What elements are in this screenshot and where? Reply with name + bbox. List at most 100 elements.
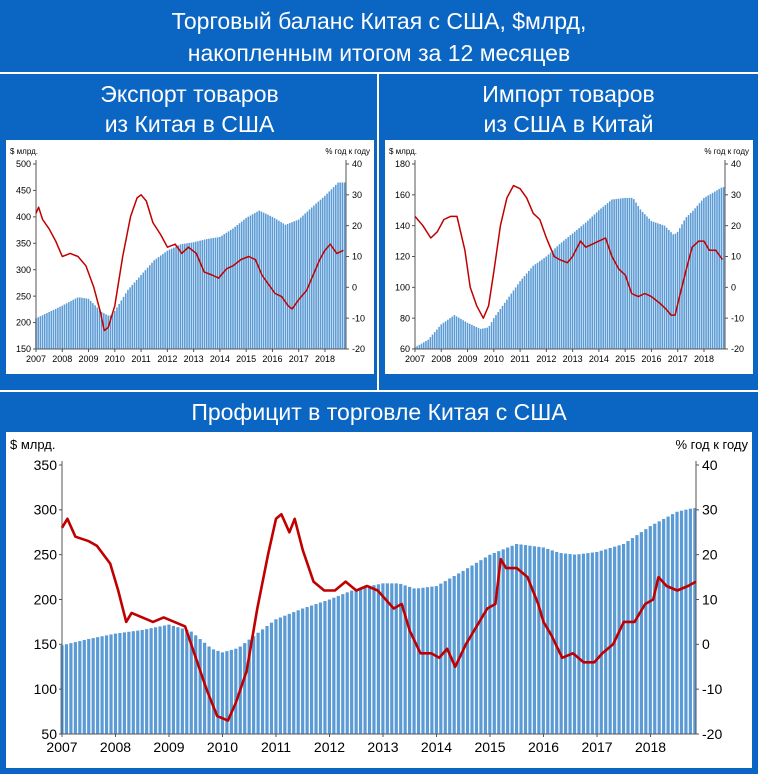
x-tick-label: 2014	[589, 354, 609, 364]
bar	[602, 206, 604, 349]
x-tick-label: 2012	[314, 739, 345, 755]
bar	[582, 224, 585, 349]
y-tick-left-label: 60	[400, 344, 410, 354]
bar	[175, 246, 177, 349]
bar	[151, 262, 153, 349]
bar	[608, 201, 611, 349]
bar	[76, 297, 79, 349]
yoy-line	[35, 194, 344, 332]
bar	[648, 218, 650, 349]
bar	[506, 547, 510, 734]
y-tick-left-label: 500	[16, 159, 31, 169]
bar	[541, 547, 545, 734]
bar	[149, 628, 153, 734]
bar	[140, 275, 142, 349]
bar	[292, 612, 296, 734]
x-tick-label: 2008	[431, 354, 451, 364]
bar	[630, 197, 633, 349]
bar	[167, 624, 171, 734]
bar	[550, 550, 554, 734]
x-tick-label: 2011	[510, 354, 529, 364]
bar	[452, 575, 456, 734]
bar	[399, 583, 403, 734]
bar	[205, 239, 208, 349]
x-tick-label: 2016	[262, 354, 282, 364]
bar	[367, 586, 372, 734]
bar	[449, 318, 451, 349]
x-tick-label: 2013	[367, 739, 398, 755]
bar	[569, 235, 572, 349]
y-tick-right-label: 30	[352, 190, 362, 200]
bar	[657, 223, 659, 349]
bar	[474, 562, 479, 734]
bar	[284, 224, 287, 349]
x-tick-label: 2016	[641, 354, 661, 364]
bar	[149, 265, 151, 349]
bar	[679, 510, 684, 734]
bar	[124, 293, 127, 349]
x-tick-label: 2008	[52, 354, 72, 364]
bar	[262, 212, 265, 349]
y-tick-left-label: 250	[34, 547, 58, 563]
bar	[556, 246, 559, 349]
bar	[190, 242, 193, 349]
bar	[96, 637, 100, 734]
bar	[670, 514, 675, 734]
bar	[442, 322, 445, 349]
y-tick-right-label: -10	[702, 681, 722, 697]
bar	[495, 315, 497, 349]
bar	[643, 214, 646, 349]
bar	[635, 535, 639, 734]
bar	[499, 308, 502, 349]
bar	[488, 325, 491, 349]
bar	[337, 182, 339, 349]
x-tick-label: 2016	[528, 739, 559, 755]
bar	[113, 633, 118, 734]
bar	[684, 509, 688, 734]
bar	[192, 242, 195, 349]
bar	[613, 199, 615, 349]
bar	[572, 554, 577, 734]
bar	[194, 635, 198, 734]
bar	[471, 324, 473, 349]
bar	[590, 552, 594, 734]
bar	[532, 265, 534, 349]
bar	[185, 629, 189, 734]
bar	[227, 231, 230, 349]
bar	[211, 649, 216, 734]
bar	[709, 194, 712, 349]
bar	[483, 557, 487, 734]
bar	[135, 279, 138, 349]
divider	[0, 72, 758, 74]
bar	[595, 552, 599, 734]
bar	[72, 299, 74, 349]
bar	[302, 215, 304, 349]
export-title-line2: из Китая в США	[104, 111, 275, 137]
bar	[164, 252, 166, 349]
bar	[606, 203, 609, 349]
bar	[523, 276, 526, 349]
bar	[159, 255, 162, 349]
bar	[641, 211, 644, 349]
bar	[278, 220, 280, 349]
bar	[639, 209, 642, 349]
bar	[477, 327, 480, 349]
bar	[82, 640, 86, 734]
bar	[133, 282, 136, 349]
bar	[225, 651, 229, 734]
bar	[280, 222, 282, 349]
y-tick-right-label: 0	[352, 282, 357, 292]
bar	[339, 182, 341, 349]
bar	[501, 549, 505, 734]
export-chart: $ млрд.% год к году150200250300350400450…	[10, 147, 370, 364]
bar	[576, 229, 578, 349]
bar	[291, 222, 293, 349]
bar	[679, 228, 681, 349]
y-tick-left-label: 80	[400, 313, 410, 323]
bar	[98, 309, 101, 349]
bar	[89, 300, 92, 349]
bar	[541, 259, 543, 349]
bar	[247, 216, 250, 349]
bar	[581, 553, 586, 734]
bar	[240, 221, 243, 349]
